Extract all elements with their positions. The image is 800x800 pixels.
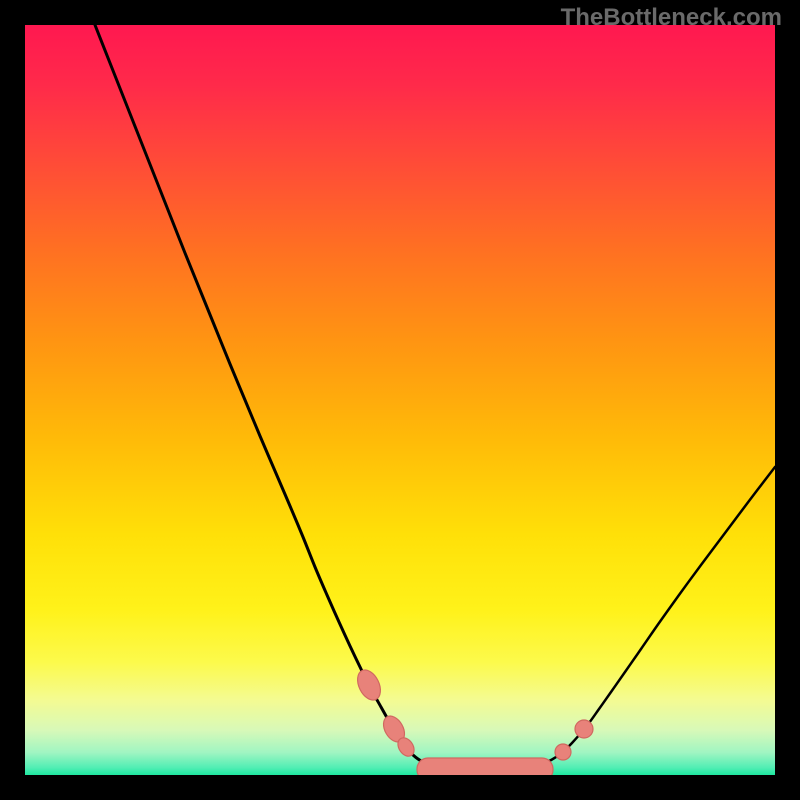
plot-area	[25, 25, 775, 775]
curve-marker-bottom-pill	[417, 758, 553, 775]
curve-markers	[353, 666, 593, 775]
watermark-text: TheBottleneck.com	[561, 4, 782, 32]
left-curve	[95, 25, 487, 771]
curve-marker-circle	[555, 744, 571, 760]
chart-container: TheBottleneck.com	[0, 0, 800, 800]
right-curve	[487, 467, 775, 771]
curve-layer	[25, 25, 775, 775]
curve-marker-circle	[575, 720, 593, 738]
curve-marker-pill	[353, 666, 385, 704]
